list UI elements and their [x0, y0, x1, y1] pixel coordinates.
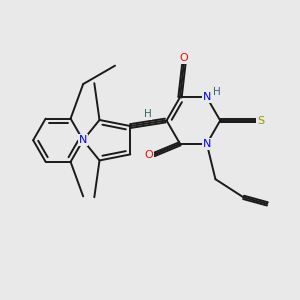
Text: O: O	[145, 150, 153, 160]
Text: N: N	[79, 135, 87, 145]
Text: O: O	[180, 53, 188, 63]
Text: H: H	[144, 109, 152, 119]
Text: N: N	[202, 92, 211, 102]
Text: H: H	[213, 87, 221, 97]
Text: N: N	[202, 139, 211, 149]
Text: S: S	[257, 116, 264, 125]
